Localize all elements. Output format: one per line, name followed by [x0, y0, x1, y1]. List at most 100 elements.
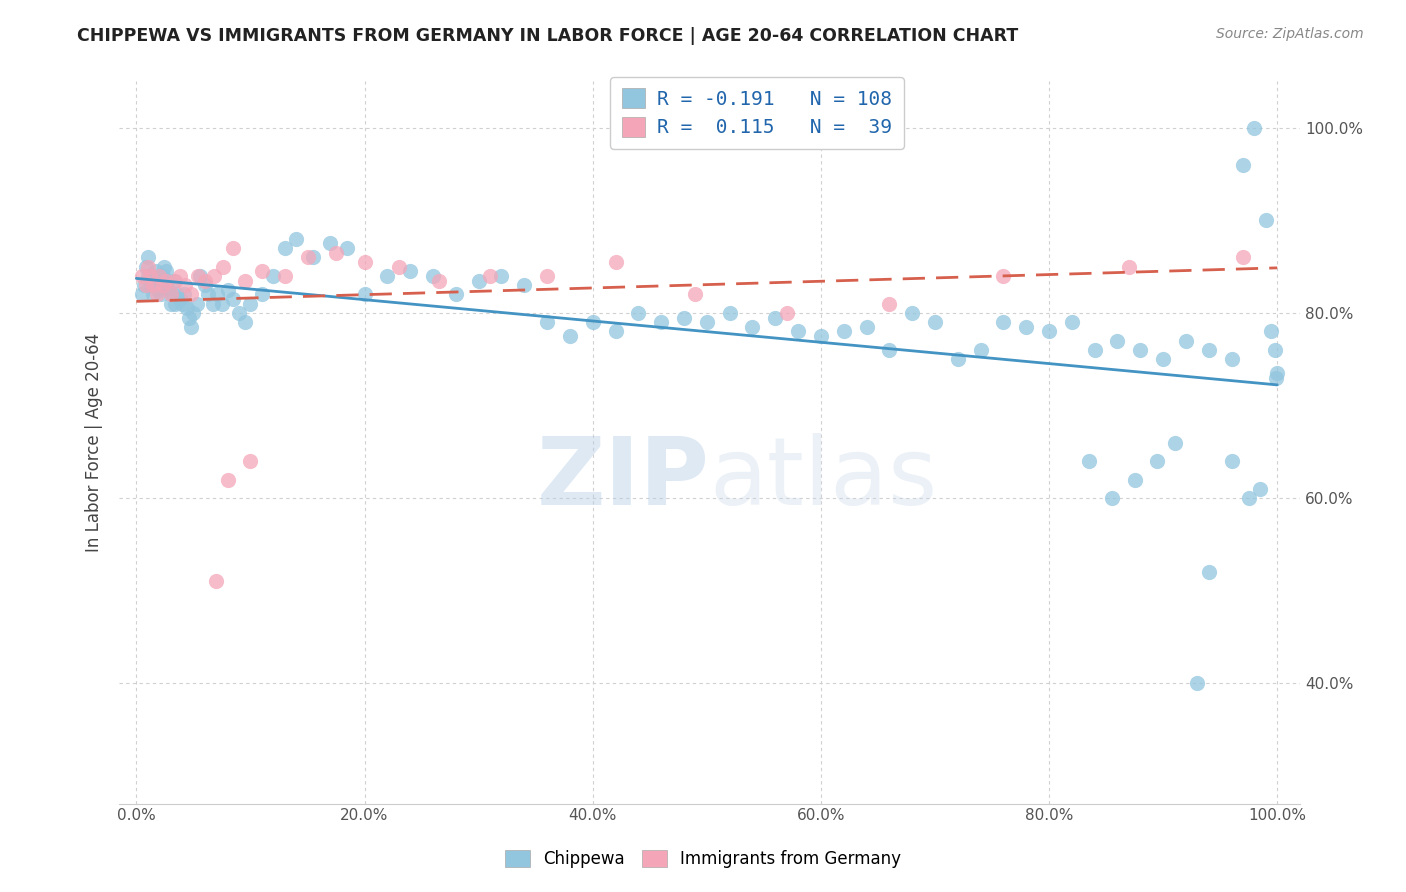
Point	[187, 268, 209, 283]
Point	[336, 241, 359, 255]
Point	[186, 296, 208, 310]
Legend: R = -0.191   N = 108, R =  0.115   N =  39: R = -0.191 N = 108, R = 0.115 N = 39	[610, 77, 904, 149]
Point	[1118, 260, 1140, 274]
Point	[1198, 565, 1220, 579]
Point	[239, 454, 262, 468]
Point	[174, 278, 197, 293]
Point	[444, 287, 467, 301]
Point	[787, 325, 810, 339]
Point	[212, 260, 235, 274]
Point	[159, 296, 181, 310]
Point	[1123, 473, 1146, 487]
Point	[1015, 319, 1038, 334]
Point	[202, 268, 225, 283]
Point	[194, 278, 217, 293]
Point	[1078, 454, 1101, 468]
Point	[160, 287, 183, 301]
Point	[1249, 482, 1271, 496]
Point	[134, 278, 156, 293]
Point	[1146, 454, 1168, 468]
Point	[207, 287, 229, 301]
Point	[150, 287, 173, 301]
Point	[1152, 352, 1174, 367]
Point	[536, 268, 558, 283]
Point	[149, 278, 172, 293]
Point	[696, 315, 718, 329]
Point	[353, 255, 375, 269]
Point	[134, 278, 156, 293]
Point	[605, 325, 627, 339]
Point	[1198, 343, 1220, 357]
Point	[217, 283, 239, 297]
Y-axis label: In Labor Force | Age 20-64: In Labor Force | Age 20-64	[86, 333, 103, 552]
Point	[879, 296, 901, 310]
Point	[627, 306, 650, 320]
Point	[250, 287, 273, 301]
Point	[262, 268, 284, 283]
Point	[142, 278, 165, 293]
Point	[685, 287, 707, 301]
Point	[136, 260, 159, 274]
Point	[142, 287, 165, 301]
Point	[993, 268, 1015, 283]
Point	[136, 251, 159, 265]
Point	[177, 310, 200, 325]
Point	[141, 268, 163, 283]
Point	[153, 278, 176, 293]
Point	[479, 268, 502, 283]
Point	[319, 236, 342, 251]
Point	[148, 268, 170, 283]
Point	[1254, 213, 1277, 227]
Point	[1060, 315, 1083, 329]
Point	[1174, 334, 1197, 348]
Text: atlas: atlas	[710, 433, 938, 524]
Point	[536, 315, 558, 329]
Point	[169, 292, 191, 306]
Point	[155, 264, 177, 278]
Point	[1084, 343, 1107, 357]
Point	[188, 268, 211, 283]
Point	[558, 329, 581, 343]
Point	[273, 241, 295, 255]
Point	[1038, 325, 1060, 339]
Point	[672, 310, 695, 325]
Point	[222, 292, 245, 306]
Point	[388, 260, 411, 274]
Point	[1101, 491, 1123, 505]
Point	[233, 273, 256, 287]
Point	[159, 287, 181, 301]
Point	[173, 287, 195, 301]
Point	[131, 268, 153, 283]
Point	[180, 287, 202, 301]
Point	[211, 296, 233, 310]
Point	[217, 473, 239, 487]
Legend: Chippewa, Immigrants from Germany: Chippewa, Immigrants from Germany	[498, 843, 908, 875]
Point	[1243, 120, 1265, 135]
Point	[233, 315, 256, 329]
Point	[1129, 343, 1152, 357]
Text: CHIPPEWA VS IMMIGRANTS FROM GERMANY IN LABOR FORCE | AGE 20-64 CORRELATION CHART: CHIPPEWA VS IMMIGRANTS FROM GERMANY IN L…	[77, 27, 1018, 45]
Point	[399, 264, 422, 278]
Point	[741, 319, 763, 334]
Point	[131, 287, 153, 301]
Point	[325, 245, 347, 260]
Point	[1265, 370, 1288, 384]
Point	[901, 306, 924, 320]
Point	[222, 241, 245, 255]
Point	[491, 268, 513, 283]
Point	[142, 278, 165, 293]
Point	[183, 306, 205, 320]
Point	[1220, 352, 1243, 367]
Point	[169, 268, 191, 283]
Point	[145, 264, 167, 278]
Point	[1237, 491, 1260, 505]
Point	[201, 296, 224, 310]
Point	[1264, 343, 1286, 357]
Point	[146, 283, 169, 297]
Point	[148, 268, 170, 283]
Point	[1232, 251, 1254, 265]
Point	[1187, 676, 1209, 690]
Point	[1220, 454, 1243, 468]
Point	[832, 325, 855, 339]
Point	[302, 251, 325, 265]
